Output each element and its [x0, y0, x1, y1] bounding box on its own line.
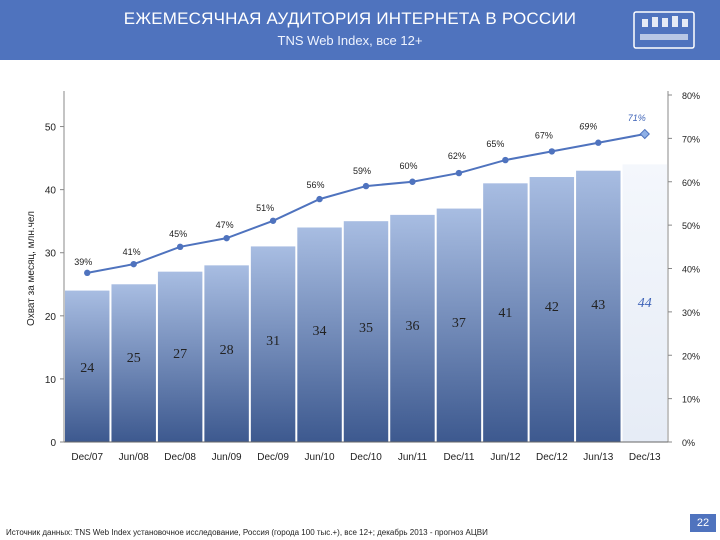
x-tick-label: Dec/11 [443, 452, 474, 463]
x-tick-label: Jun/10 [305, 452, 335, 463]
line-value-label: 45% [169, 229, 187, 239]
y2-tick-label: 70% [682, 134, 700, 144]
bar-value-label: 36 [405, 319, 419, 334]
x-tick-label: Jun/12 [490, 452, 520, 463]
line-point [362, 182, 370, 190]
line-value-label: 71% [628, 113, 646, 123]
x-tick-label: Dec/09 [257, 452, 289, 463]
logo-icon [633, 11, 695, 49]
bar-value-label: 34 [313, 324, 327, 339]
x-tick-label: Dec/07 [71, 452, 103, 463]
y2-tick-label: 60% [682, 178, 700, 188]
bar [157, 271, 203, 442]
slide-title: ЕЖЕМЕСЯЧНАЯ АУДИТОРИЯ ИНТЕРНЕТА В РОССИИ [123, 9, 577, 28]
slide-subtitle: TNS Web Index, все 12+ [277, 33, 423, 48]
bar-value-label: 28 [220, 343, 234, 358]
line-point [130, 260, 137, 268]
x-tick-label: Jun/11 [398, 452, 428, 463]
bar-value-label: 44 [638, 296, 652, 311]
line-value-label: 69% [579, 122, 597, 132]
bar [436, 208, 482, 442]
source-note: Источник данных: TNS Web Index установоч… [6, 528, 488, 537]
y-tick-label: 0 [50, 438, 56, 449]
x-tick-label: Jun/09 [212, 452, 242, 463]
bar [529, 177, 575, 442]
bar [250, 246, 296, 442]
x-tick-label: Jun/13 [583, 452, 613, 463]
line-value-label: 59% [353, 166, 371, 176]
line-value-label: 41% [123, 247, 141, 257]
line-value-label: 39% [74, 257, 92, 267]
bar [576, 170, 621, 442]
bar-value-label: 27 [173, 347, 187, 362]
bar-value-label: 42 [545, 300, 559, 315]
bar [65, 290, 110, 442]
bar [111, 284, 156, 442]
y-axis-title: Охват за месяц, млн.чел [26, 211, 37, 326]
y2-tick-label: 0% [682, 438, 695, 448]
y2-tick-label: 20% [682, 351, 700, 361]
line-point [409, 178, 416, 185]
line-point [595, 139, 602, 146]
bar-value-label: 41 [498, 306, 512, 321]
bar-value-label: 37 [452, 316, 466, 331]
line-value-label: 67% [535, 130, 553, 140]
y2-tick-label: 40% [682, 265, 700, 275]
line-point [502, 156, 509, 164]
page-number: 22 [690, 514, 716, 532]
bar [390, 214, 435, 442]
line-value-label: 56% [307, 180, 325, 190]
y-tick-label: 50 [45, 123, 57, 134]
y-tick-label: 40 [45, 186, 57, 197]
bar-value-label: 43 [591, 298, 605, 313]
y-tick-label: 10 [45, 375, 57, 386]
bar [204, 265, 249, 442]
line-point [548, 148, 556, 155]
line-point [316, 195, 323, 203]
line-value-label: 60% [399, 161, 417, 171]
x-tick-label: Dec/13 [629, 452, 661, 463]
y2-tick-label: 50% [682, 221, 700, 231]
bar [483, 183, 528, 442]
line-point [639, 128, 650, 140]
x-tick-label: Dec/12 [536, 452, 568, 463]
line-point [176, 243, 184, 251]
line-value-label: 65% [486, 139, 504, 149]
bar [297, 227, 342, 442]
y-tick-label: 30 [45, 249, 57, 260]
x-tick-label: Dec/10 [350, 452, 382, 463]
y2-tick-label: 30% [682, 308, 700, 318]
bar-value-label: 25 [127, 351, 141, 366]
bar [343, 221, 389, 442]
audience-chart: 0 10 20 30 40 50 0% 10% 20% 30% 40% 50% 60% 70% 80% Охв… [26, 91, 700, 463]
line-value-label: 51% [256, 203, 274, 213]
y2-tick-label: 10% [682, 395, 700, 405]
line-point [223, 234, 230, 242]
line-point [269, 217, 277, 224]
slide-header: ЕЖЕМЕСЯЧНАЯ АУДИТОРИЯ ИНТЕРНЕТА В РОССИИ… [0, 0, 720, 60]
line-value-label: 62% [448, 151, 466, 161]
line-value-label: 47% [216, 220, 234, 230]
line-point [455, 169, 463, 177]
y2-tick-label: 80% [682, 91, 700, 101]
x-tick-label: Dec/08 [164, 452, 196, 463]
x-tick-label: Jun/08 [119, 452, 149, 463]
y-tick-label: 20 [45, 312, 57, 323]
bar-value-label: 35 [359, 321, 373, 336]
bar [622, 164, 667, 442]
line-point [84, 269, 91, 277]
bar-value-label: 31 [266, 334, 280, 349]
bar-value-label: 24 [80, 361, 94, 376]
